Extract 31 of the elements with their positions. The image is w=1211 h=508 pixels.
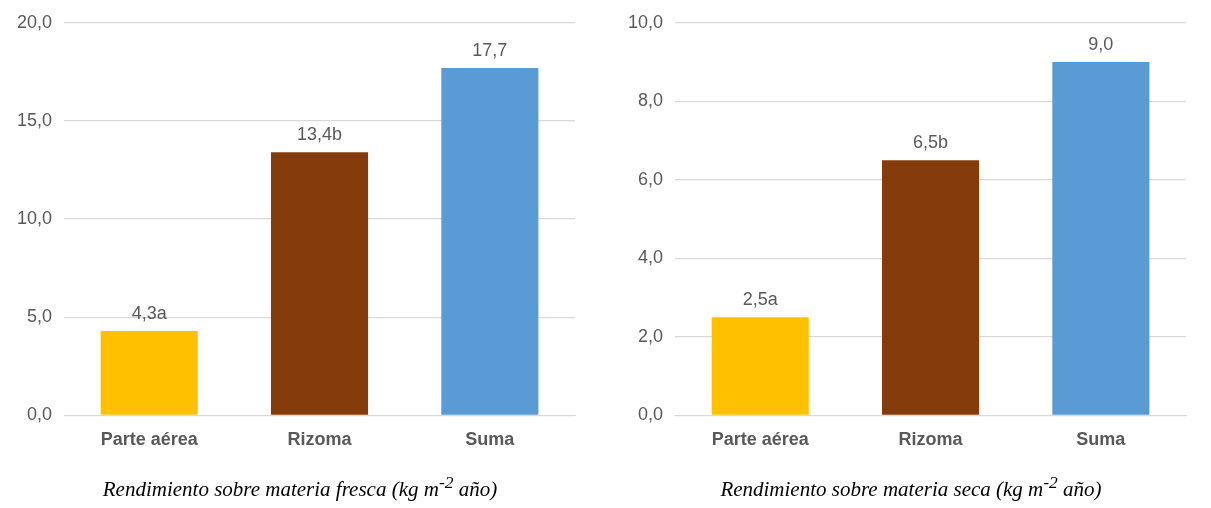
y-tick-label: 6,0 [638, 168, 664, 189]
bar [1052, 62, 1150, 415]
x-axis-title: Rendimiento sobre materia fresca (kg m$^{-2}$ año) [101, 472, 499, 502]
data-label: 6,5b [912, 132, 949, 153]
y-tick-label: 15,0 [16, 109, 53, 130]
y-tick-label: 20,0 [16, 11, 53, 32]
data-label: 4,3a [131, 302, 168, 323]
bar [100, 330, 198, 415]
y-tick-label: 0,0 [27, 404, 53, 425]
x-tick-label: Rizoma [287, 429, 353, 450]
bar [711, 317, 809, 415]
data-label: 2,5a [742, 289, 779, 310]
y-tick-label: 4,0 [638, 247, 664, 268]
y-tick-label: 5,0 [27, 306, 53, 327]
bar [270, 152, 369, 415]
x-tick-label: Parte aérea [711, 429, 810, 450]
y-tick-label: 10,0 [16, 208, 53, 229]
x-tick-label: Parte aérea [100, 429, 199, 450]
bar [881, 160, 980, 415]
x-tick-label: Rizoma [898, 429, 964, 450]
x-tick-label: Suma [465, 429, 516, 450]
y-tick-label: 8,0 [638, 90, 664, 111]
bar [441, 67, 539, 415]
data-label: 17,7 [472, 39, 508, 60]
y-tick-label: 2,0 [638, 325, 664, 346]
y-tick-label: 0,0 [638, 404, 664, 425]
x-tick-label: Suma [1076, 429, 1127, 450]
data-label: 9,0 [1088, 34, 1114, 55]
data-label: 13,4b [296, 124, 343, 145]
x-axis-title: Rendimiento sobre materia seca (kg m$^{-2}$ año) [719, 472, 1103, 502]
y-tick-label: 10,0 [627, 11, 664, 32]
